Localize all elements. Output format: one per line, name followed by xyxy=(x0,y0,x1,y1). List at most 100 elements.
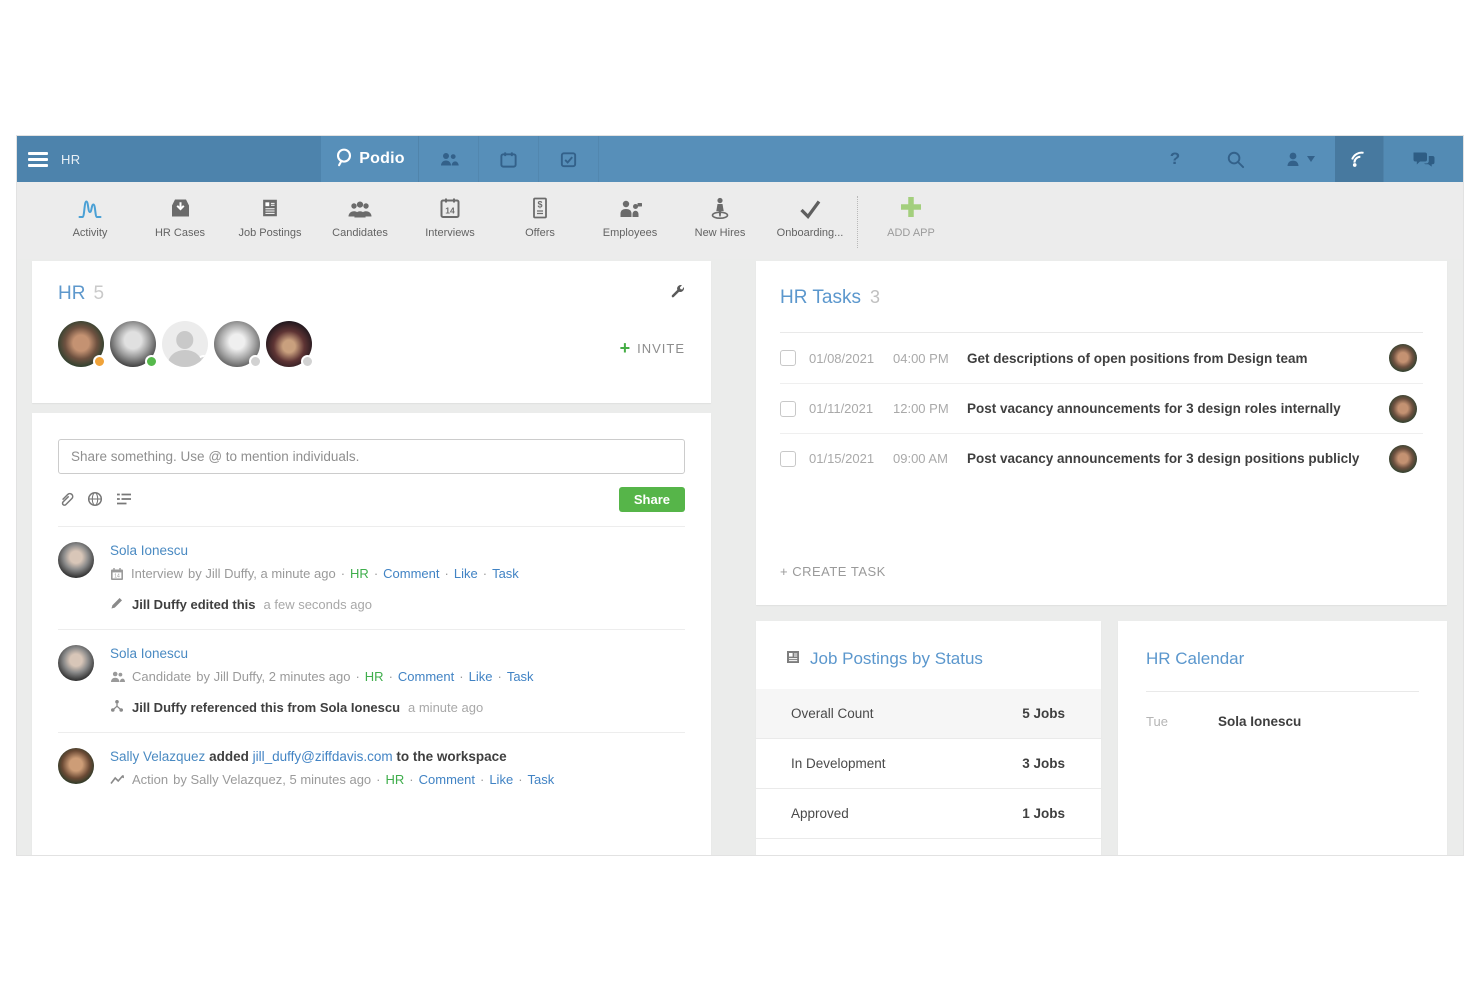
hr-calendar-title[interactable]: HR Calendar xyxy=(1146,649,1245,668)
comment-link[interactable]: Comment xyxy=(418,771,475,787)
share-input[interactable] xyxy=(58,438,685,474)
contacts-icon[interactable] xyxy=(419,136,479,182)
feed-note-time: a minute ago xyxy=(408,699,484,715)
candidates-icon xyxy=(347,194,373,220)
job-postings-row[interactable]: Approved 1 Jobs xyxy=(756,789,1101,839)
create-task-button[interactable]: + CREATE TASK xyxy=(780,564,886,579)
feed-workspace-tag[interactable]: HR xyxy=(350,565,369,581)
tasks-icon[interactable] xyxy=(539,136,599,182)
avatar[interactable] xyxy=(110,321,158,368)
calendar-icon[interactable] xyxy=(479,136,539,182)
app-interviews[interactable]: 14 Interviews xyxy=(405,194,495,239)
hr-tasks-title[interactable]: HR Tasks xyxy=(780,287,861,308)
app-hr-cases[interactable]: HR Cases xyxy=(135,194,225,239)
comment-link[interactable]: Comment xyxy=(397,668,455,684)
task-checkbox[interactable] xyxy=(780,450,796,467)
task-checkbox[interactable] xyxy=(780,350,796,366)
app-candidates[interactable]: Candidates xyxy=(315,194,405,239)
avatar[interactable] xyxy=(58,747,94,784)
avatar[interactable] xyxy=(58,644,94,681)
like-link[interactable]: Like xyxy=(489,771,514,787)
app-employees[interactable]: Employees xyxy=(585,194,675,239)
feed-workspace-tag[interactable]: HR xyxy=(364,668,384,684)
hr-cases-icon xyxy=(168,194,193,220)
job-row-label: Overall Count xyxy=(791,706,874,721)
new-hires-icon xyxy=(708,194,732,220)
dot-separator: · xyxy=(497,668,502,684)
avatar[interactable] xyxy=(58,541,94,578)
job-row-label: In Development xyxy=(791,756,886,771)
task-checkbox[interactable] xyxy=(780,400,796,417)
help-icon[interactable]: ? xyxy=(1169,149,1181,168)
workspace-title[interactable]: HR xyxy=(58,283,86,304)
task-time: 12:00 PM xyxy=(893,401,949,416)
task-text[interactable]: Get descriptions of open positions from … xyxy=(967,350,1308,366)
job-postings-title-row[interactable]: Job Postings by Status xyxy=(756,649,1101,669)
podio-brand-text: Podio xyxy=(359,150,405,167)
task-time: 09:00 AM xyxy=(893,451,948,466)
app-activity[interactable]: Activity xyxy=(45,194,135,239)
app-window: HR Podio ? xyxy=(16,135,1464,856)
app-offers[interactable]: $ Offers xyxy=(495,194,585,239)
podio-logo[interactable]: Podio xyxy=(321,136,419,182)
feed-entry: Sola Ionescu 14 Interview by Jill Duffy,… xyxy=(58,527,685,629)
avatar-placeholder[interactable] xyxy=(162,321,208,367)
search-icon[interactable] xyxy=(1205,136,1265,182)
task-text[interactable]: Post vacancy announcements for 3 design … xyxy=(967,401,1341,416)
job-postings-row[interactable]: Overall Count 5 Jobs xyxy=(756,689,1101,739)
job-postings-table: Overall Count 5 Jobs In Development 3 Jo… xyxy=(756,689,1101,839)
like-link[interactable]: Like xyxy=(468,668,493,684)
attachment-icon[interactable] xyxy=(58,491,74,507)
share-button[interactable]: Share xyxy=(618,486,685,512)
globe-icon[interactable] xyxy=(87,491,103,507)
dot-separator: · xyxy=(459,668,464,684)
add-app-button[interactable]: ADD APP xyxy=(866,194,956,239)
task-date: 01/08/2021 xyxy=(809,350,875,366)
avatar[interactable] xyxy=(58,321,106,368)
hr-calendar-panel: HR Calendar Tue Sola Ionescu xyxy=(1118,621,1447,855)
caret-down-icon xyxy=(1307,156,1315,162)
activity-icon xyxy=(77,194,103,220)
job-postings-row[interactable]: In Development 3 Jobs xyxy=(756,739,1101,789)
job-postings-title: Job Postings by Status xyxy=(810,649,983,668)
svg-text:$: $ xyxy=(537,200,542,210)
divider xyxy=(780,332,1423,333)
account-menu-icon[interactable] xyxy=(1265,136,1335,182)
avatar[interactable] xyxy=(266,321,314,368)
like-link[interactable]: Like xyxy=(453,565,478,581)
task-text[interactable]: Post vacancy announcements for 3 design … xyxy=(967,451,1360,466)
feed-workspace-tag[interactable]: HR xyxy=(385,771,405,787)
activity-feed-panel: Share Sola Ionescu 14 Interview by Jill … xyxy=(32,412,711,855)
people-mini-icon xyxy=(110,670,125,683)
task-assignee-avatar[interactable] xyxy=(1389,344,1417,372)
task-assignee-avatar[interactable] xyxy=(1389,444,1417,473)
status-dot-orange xyxy=(93,355,106,368)
feed-author-link[interactable]: Sola Ionescu xyxy=(110,645,189,661)
svg-text:14: 14 xyxy=(114,573,120,579)
notifications-icon[interactable] xyxy=(1335,136,1383,182)
feed-author-link[interactable]: Sola Ionescu xyxy=(110,542,189,558)
app-onboarding[interactable]: Onboarding... xyxy=(765,194,855,239)
invite-button[interactable]: + INVITE xyxy=(620,339,685,357)
wrench-settings-icon[interactable] xyxy=(670,284,685,304)
task-link[interactable]: Task xyxy=(506,668,534,684)
app-new-hires[interactable]: New Hires xyxy=(675,194,765,239)
chat-icon[interactable] xyxy=(1383,136,1463,182)
content-area: HR 5 + INVITE xyxy=(17,259,1463,855)
divider xyxy=(1146,691,1419,692)
task-link[interactable]: Task xyxy=(492,565,519,581)
dot-separator: · xyxy=(482,565,488,581)
feed-author-link[interactable]: Sally Velazquez xyxy=(110,748,206,764)
comment-link[interactable]: Comment xyxy=(383,565,440,581)
task-link[interactable]: Task xyxy=(527,771,555,787)
hamburger-menu-icon[interactable] xyxy=(28,151,48,167)
feed-type: Candidate xyxy=(132,668,192,684)
app-label: Employees xyxy=(602,227,658,239)
email-link[interactable]: jill_duffy@ziffdavis.com xyxy=(252,748,393,764)
calendar-event-row[interactable]: Tue Sola Ionescu xyxy=(1146,714,1419,729)
task-assignee-avatar[interactable] xyxy=(1389,394,1417,423)
format-list-icon[interactable] xyxy=(116,492,132,506)
avatar[interactable] xyxy=(214,321,262,368)
app-job-postings[interactable]: Job Postings xyxy=(225,194,315,239)
task-row: 01/15/2021 09:00 AM Post vacancy announc… xyxy=(780,433,1423,483)
